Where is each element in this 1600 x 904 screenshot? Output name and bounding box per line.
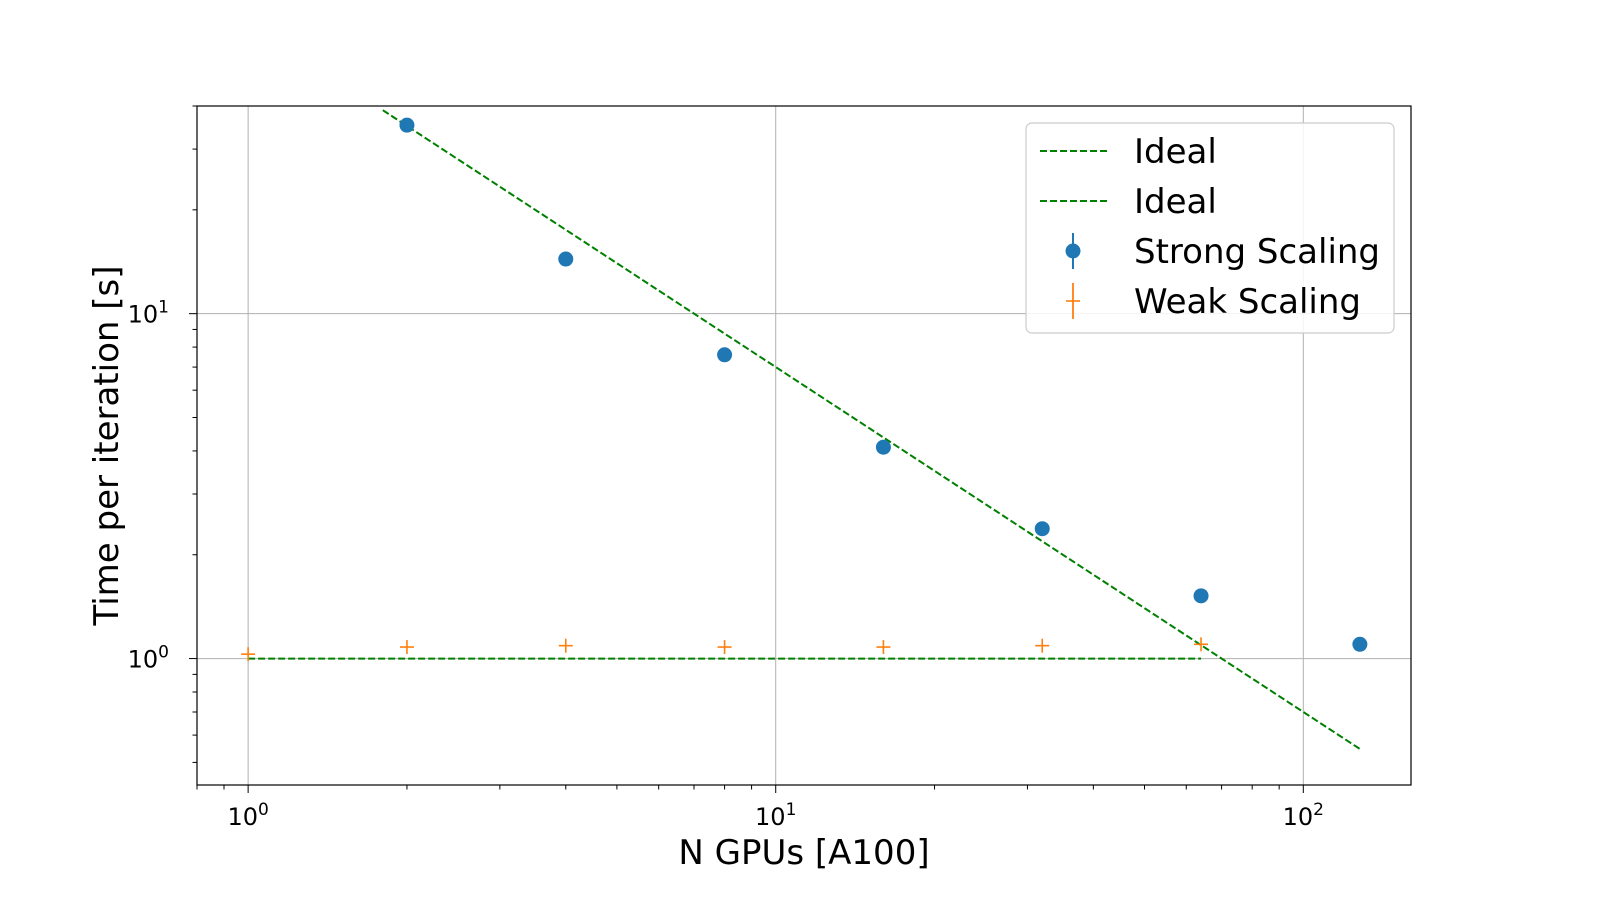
legend-item: Weak Scaling — [1066, 282, 1361, 322]
legend-label: Ideal — [1134, 132, 1217, 172]
legend-item: Strong Scaling — [1065, 232, 1380, 272]
legend: Ideal Ideal Strong Scaling Weak Scaling — [1025, 122, 1395, 334]
strong-scaling-point — [875, 439, 891, 455]
strong-scaling-point — [1034, 521, 1050, 537]
x-tick-label: 102 — [1283, 800, 1324, 831]
strong-scaling-point — [1193, 588, 1209, 604]
weak-scaling-point — [558, 638, 573, 653]
x-tick-label-base: 10 — [755, 803, 786, 831]
y-tick-label-base: 10 — [128, 646, 159, 674]
weak-scaling-point — [1035, 638, 1050, 653]
strong-scaling-point — [399, 117, 415, 133]
ideal-line — [382, 109, 1361, 750]
legend-item: Ideal — [1040, 182, 1217, 222]
legend-label: Weak Scaling — [1134, 282, 1361, 322]
strong-scaling-point — [1352, 636, 1368, 652]
weak-scaling-point — [241, 647, 256, 662]
weak-scaling-point — [876, 640, 891, 655]
series-group — [241, 109, 1368, 750]
x-axis-title: N GPUs [A100] — [678, 833, 929, 873]
y-axis-title: Time per iteration [s] — [87, 266, 127, 627]
y-tick-label-exponent: 0 — [158, 643, 169, 663]
plot-area-frame — [196, 105, 1412, 786]
x-tick-label-exponent: 1 — [786, 800, 797, 820]
legend-label: Ideal — [1134, 182, 1217, 222]
y-tick-label-exponent: 1 — [158, 298, 169, 318]
legend-box — [1025, 122, 1395, 334]
x-tick-label-base: 10 — [227, 803, 258, 831]
x-tick-label: 101 — [755, 800, 796, 831]
legend-circle-swatch — [1065, 243, 1081, 259]
legend-label: Strong Scaling — [1134, 232, 1380, 272]
y-tick-label-base: 10 — [128, 301, 159, 329]
legend-item: Ideal — [1040, 132, 1217, 172]
x-tick-label: 100 — [227, 800, 268, 831]
x-tick-label-base: 10 — [1283, 803, 1314, 831]
strong-scaling-point — [717, 347, 733, 363]
weak-scaling-point — [1194, 637, 1209, 652]
strong-scaling-point — [558, 251, 574, 267]
weak-scaling-point — [717, 640, 732, 655]
x-tick-label-exponent: 2 — [1313, 800, 1324, 820]
x-tick-label-exponent: 0 — [258, 800, 269, 820]
y-tick-label: 100 — [128, 643, 169, 674]
y-tick-label: 101 — [128, 298, 169, 329]
weak-scaling-point — [399, 640, 414, 655]
